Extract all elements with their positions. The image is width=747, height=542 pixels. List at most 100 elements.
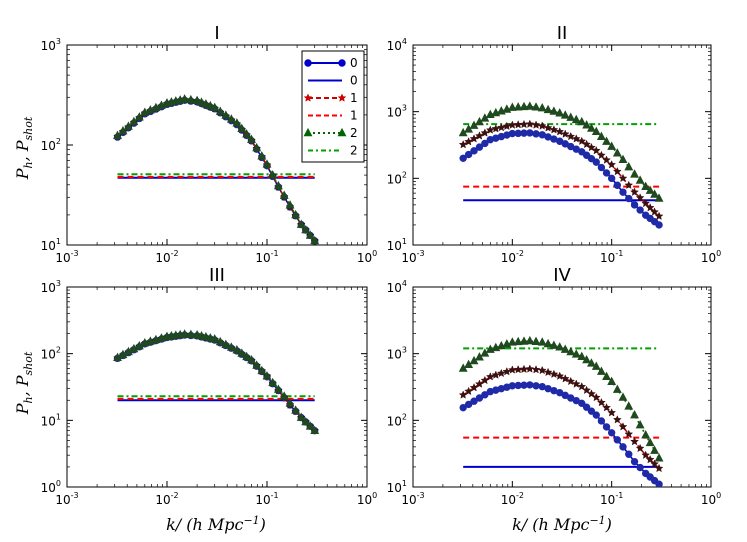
legend-label: 0	[350, 74, 358, 88]
marker-1	[596, 397, 606, 407]
marker-0	[613, 181, 622, 189]
marker-1	[458, 140, 468, 149]
legend-label: 0	[350, 56, 358, 70]
marker-2	[587, 358, 596, 367]
marker-1	[587, 142, 596, 152]
marker-0	[630, 457, 639, 466]
marker-1	[618, 173, 628, 183]
marker-2	[635, 420, 645, 429]
marker-2	[650, 189, 660, 198]
marker-2	[180, 329, 190, 338]
series-line-2	[116, 98, 316, 242]
x-tick-label: 10-1	[600, 249, 623, 265]
marker-1	[507, 120, 517, 129]
marker-1	[469, 383, 479, 392]
marker-2	[513, 102, 523, 111]
y-axis-label-bottom: Ph, Pshot	[13, 351, 35, 415]
marker-2	[612, 384, 622, 393]
marker-2	[607, 141, 617, 150]
marker-0	[475, 143, 484, 151]
marker-2	[645, 437, 655, 447]
marker-0	[587, 407, 596, 415]
marker-2	[118, 125, 128, 135]
marker-1	[591, 146, 601, 155]
marker-2	[113, 130, 122, 139]
marker-2	[560, 344, 570, 353]
legend-item: 1	[303, 91, 358, 105]
y-tick-label: 101	[41, 237, 61, 253]
series-line-0	[116, 99, 316, 242]
marker-2	[296, 412, 306, 421]
y-tick-label: 102	[387, 412, 407, 428]
marker-1	[525, 364, 535, 373]
legend-marker	[303, 127, 313, 137]
marker-0	[619, 443, 627, 451]
marker-2	[305, 421, 315, 430]
marker-1	[607, 160, 617, 169]
y-tick-label: 103	[41, 37, 61, 53]
marker-2	[285, 200, 295, 209]
legend-item: 1	[308, 109, 358, 123]
marker-2	[582, 120, 592, 129]
marker-2	[654, 453, 664, 462]
legend: 0 0 1 1 2 2	[301, 50, 365, 163]
marker-2	[310, 235, 320, 245]
marker-1	[464, 137, 474, 146]
marker-0	[582, 151, 591, 159]
marker-1	[543, 123, 553, 132]
x-tick-label: 100	[357, 249, 377, 265]
marker-0	[602, 169, 611, 177]
marker-0	[470, 397, 478, 405]
marker-2	[560, 110, 570, 119]
marker-1	[612, 415, 622, 424]
marker-1	[645, 203, 655, 212]
marker-2	[257, 151, 267, 160]
marker-1	[491, 124, 501, 133]
marker-2	[591, 126, 601, 136]
series-line-0	[117, 334, 316, 432]
marker-1	[654, 463, 664, 473]
data-area	[458, 101, 664, 229]
y-tick-label: 104	[387, 37, 407, 53]
marker-1	[624, 180, 634, 190]
legend-label: 1	[350, 91, 358, 105]
marker-0	[613, 436, 622, 444]
legend-marker	[337, 93, 347, 102]
marker-2	[151, 102, 161, 112]
marker-2	[285, 398, 295, 407]
marker-2	[210, 334, 220, 343]
marker-2	[129, 116, 139, 126]
marker-2	[247, 134, 256, 143]
marker-2	[273, 384, 283, 393]
marker-0	[597, 163, 606, 172]
legend-frame	[301, 50, 365, 163]
marker-2	[226, 114, 236, 123]
marker-1	[513, 364, 523, 374]
marker-1	[549, 369, 559, 379]
series-line-2	[117, 333, 316, 432]
marker-2	[301, 416, 311, 426]
x-tick-label: 10-1	[600, 491, 623, 507]
series-line-0	[462, 132, 660, 226]
marker-2	[232, 345, 242, 354]
marker-2	[566, 112, 576, 121]
marker-2	[310, 425, 320, 434]
marker-1	[650, 459, 660, 468]
marker-0	[625, 194, 633, 203]
marker-2	[279, 391, 289, 400]
marker-1	[537, 365, 547, 375]
x-axis-label-right: k/ (h Mpc−1)	[512, 514, 612, 534]
marker-1	[591, 392, 601, 402]
marker-2	[291, 209, 301, 219]
marker-2	[507, 102, 517, 111]
marker-2	[537, 103, 547, 112]
marker-2	[237, 123, 247, 133]
marker-1	[602, 155, 611, 164]
y-tick-label: 100	[41, 479, 61, 495]
marker-2	[247, 355, 256, 364]
marker-2	[145, 105, 155, 114]
marker-2	[571, 349, 581, 358]
marker-2	[566, 346, 576, 356]
panel-title: II	[557, 23, 568, 44]
marker-1	[525, 119, 535, 128]
